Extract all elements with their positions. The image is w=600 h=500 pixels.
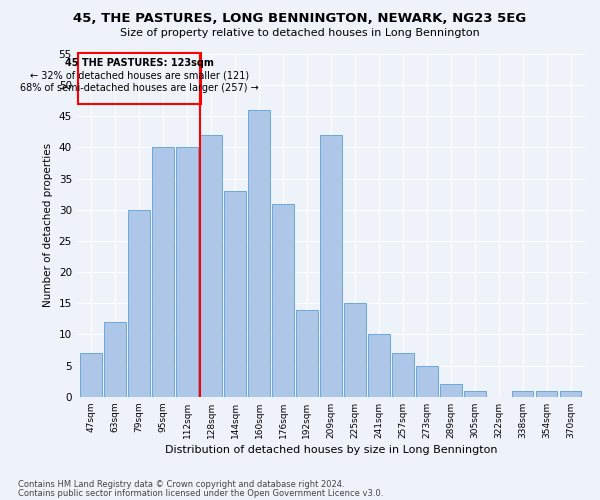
Bar [560, 390, 581, 397]
Bar [224, 191, 246, 397]
Bar [416, 366, 437, 397]
Text: 68% of semi-detached houses are larger (257) →: 68% of semi-detached houses are larger (… [20, 84, 259, 94]
Bar [464, 390, 485, 397]
Bar [80, 353, 102, 397]
Bar [248, 110, 270, 397]
Bar [536, 390, 557, 397]
Text: 45 THE PASTURES: 123sqm: 45 THE PASTURES: 123sqm [65, 58, 214, 68]
Text: Size of property relative to detached houses in Long Bennington: Size of property relative to detached ho… [120, 28, 480, 38]
Bar [78, 53, 202, 104]
Text: Contains HM Land Registry data © Crown copyright and database right 2024.: Contains HM Land Registry data © Crown c… [18, 480, 344, 489]
Bar [344, 304, 365, 397]
Text: 45, THE PASTURES, LONG BENNINGTON, NEWARK, NG23 5EG: 45, THE PASTURES, LONG BENNINGTON, NEWAR… [73, 12, 527, 26]
Text: ← 32% of detached houses are smaller (121): ← 32% of detached houses are smaller (12… [30, 71, 249, 81]
Bar [128, 210, 150, 397]
Bar [152, 148, 174, 397]
Y-axis label: Number of detached properties: Number of detached properties [43, 144, 53, 308]
Bar [296, 310, 318, 397]
Bar [368, 334, 389, 397]
Text: Contains public sector information licensed under the Open Government Licence v3: Contains public sector information licen… [18, 488, 383, 498]
Bar [512, 390, 533, 397]
Bar [200, 135, 222, 397]
X-axis label: Distribution of detached houses by size in Long Bennington: Distribution of detached houses by size … [164, 445, 497, 455]
Bar [272, 204, 294, 397]
Bar [104, 322, 126, 397]
Bar [320, 135, 341, 397]
Bar [392, 353, 413, 397]
Bar [440, 384, 461, 397]
Bar [176, 148, 198, 397]
